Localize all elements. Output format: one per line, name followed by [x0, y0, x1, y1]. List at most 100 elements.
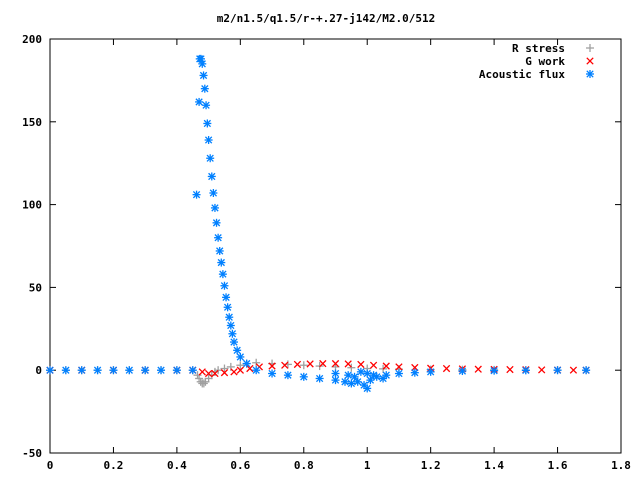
acoustic-flux-point [283, 371, 292, 380]
acoustic-flux-point [553, 366, 562, 375]
r-stress-point [214, 366, 223, 375]
legend-marker-acoustic-flux [586, 70, 594, 78]
acoustic-flux-point [157, 366, 166, 375]
g-work-point [236, 366, 244, 374]
acoustic-flux-point [93, 366, 102, 375]
acoustic-flux-point [222, 293, 231, 302]
acoustic-flux-point [225, 313, 234, 322]
acoustic-flux-point [125, 366, 134, 375]
legend-symbol [586, 44, 594, 52]
y-tick-label: 0 [35, 364, 42, 377]
acoustic-flux-point [77, 366, 86, 375]
g-work-point [382, 362, 390, 370]
acoustic-flux-point [195, 97, 204, 106]
y-tick-label: 100 [22, 199, 42, 212]
g-work-point [204, 369, 213, 378]
acoustic-flux-point [223, 303, 232, 312]
acoustic-flux-point [228, 329, 237, 338]
acoustic-flux-point [207, 172, 216, 181]
g-work-point [442, 364, 451, 373]
acoustic-flux-point [215, 246, 224, 255]
acoustic-flux-point [206, 154, 215, 163]
acoustic-flux-point [172, 366, 181, 375]
legend-label-g-work: G work [525, 55, 565, 68]
legend-label-r-stress: R stress [512, 42, 565, 55]
x-tick-label: 1.8 [611, 459, 631, 472]
acoustic-flux-point [490, 366, 499, 375]
axis-ticks: 0 0.2 0.4 0.6 0.8 1 1.2 1.4 1.6 1.8 -50 0 50 100 150 20… [22, 33, 631, 472]
y-tick-label: 50 [29, 281, 42, 294]
acoustic-flux-point [192, 190, 201, 199]
acoustic-flux-point [141, 366, 150, 375]
acoustic-flux-point [218, 270, 227, 279]
acoustic-flux-point [458, 367, 467, 376]
g-work-point [331, 359, 340, 368]
g-work-point [246, 364, 254, 373]
legend: R stress G work Acoustic flux [479, 42, 594, 81]
acoustic-flux-point [229, 338, 238, 347]
x-tick-label: 1.2 [421, 459, 441, 472]
g-work-point [319, 359, 327, 368]
plot-frame [49, 38, 622, 454]
acoustic-flux-point [347, 379, 356, 388]
acoustic-flux-point [220, 281, 229, 290]
acoustic-flux-point [199, 71, 208, 80]
r-stress-point [199, 379, 208, 388]
legend-entry-g-work: G work [525, 55, 594, 68]
x-tick-label: 1 [364, 459, 371, 472]
acoustic-flux-point [109, 366, 118, 375]
acoustic-flux-point [242, 359, 251, 368]
y-tick-label: 150 [22, 116, 42, 129]
acoustic-flux-point [410, 368, 419, 377]
acoustic-flux-point [299, 372, 308, 381]
g-work-point [211, 369, 219, 378]
g-work-point [281, 361, 289, 369]
g-work-point [506, 365, 514, 374]
g-work-point [357, 360, 365, 369]
x-tick-label: 0.4 [167, 459, 187, 472]
g-work-point [306, 360, 314, 368]
acoustic-flux-point [363, 384, 372, 393]
g-work-point [569, 366, 578, 374]
r-stress-point [299, 361, 308, 370]
acoustic-flux-point [521, 366, 530, 375]
x-tick-label: 1.4 [484, 459, 504, 472]
r-stress-point [226, 362, 235, 371]
g-work-point [474, 365, 482, 373]
acoustic-flux-point [226, 321, 235, 330]
r-stress-point [347, 363, 356, 372]
acoustic-flux-point [210, 203, 219, 212]
r-stress-point [236, 361, 245, 370]
g-work-point [220, 369, 229, 377]
acoustic-flux-point [200, 84, 209, 93]
acoustic-flux-point [341, 377, 350, 386]
acoustic-flux-point [331, 369, 340, 378]
acoustic-flux-point [582, 366, 591, 375]
acoustic-flux-point [372, 372, 381, 381]
x-tick-label: 1.6 [548, 459, 568, 472]
legend-symbol [586, 70, 594, 78]
acoustic-flux-point [379, 374, 388, 383]
g-work-point [344, 360, 352, 368]
y-tick-label: -50 [22, 447, 42, 460]
legend-entry-r-stress: R stress [512, 42, 594, 55]
acoustic-flux-point [217, 258, 226, 267]
x-tick-label: 0.2 [104, 459, 124, 472]
acoustic-flux-point [268, 369, 277, 378]
x-tick-label: 0 [47, 459, 54, 472]
g-work-point [268, 362, 276, 370]
acoustic-flux-point [61, 366, 70, 375]
legend-entry-acoustic-flux: Acoustic flux [479, 68, 594, 81]
data-markers [46, 54, 591, 393]
acoustic-flux-point [188, 366, 197, 375]
x-tick-label: 0.6 [230, 459, 250, 472]
acoustic-flux-point [233, 346, 242, 355]
acoustic-flux-point [212, 218, 221, 227]
legend-marker-g-work [586, 57, 594, 65]
g-work-point [230, 368, 238, 376]
acoustic-flux-point [214, 233, 223, 242]
acoustic-flux-point [204, 136, 213, 145]
acoustic-flux-point [366, 376, 375, 385]
acoustic-flux-point [426, 367, 435, 376]
